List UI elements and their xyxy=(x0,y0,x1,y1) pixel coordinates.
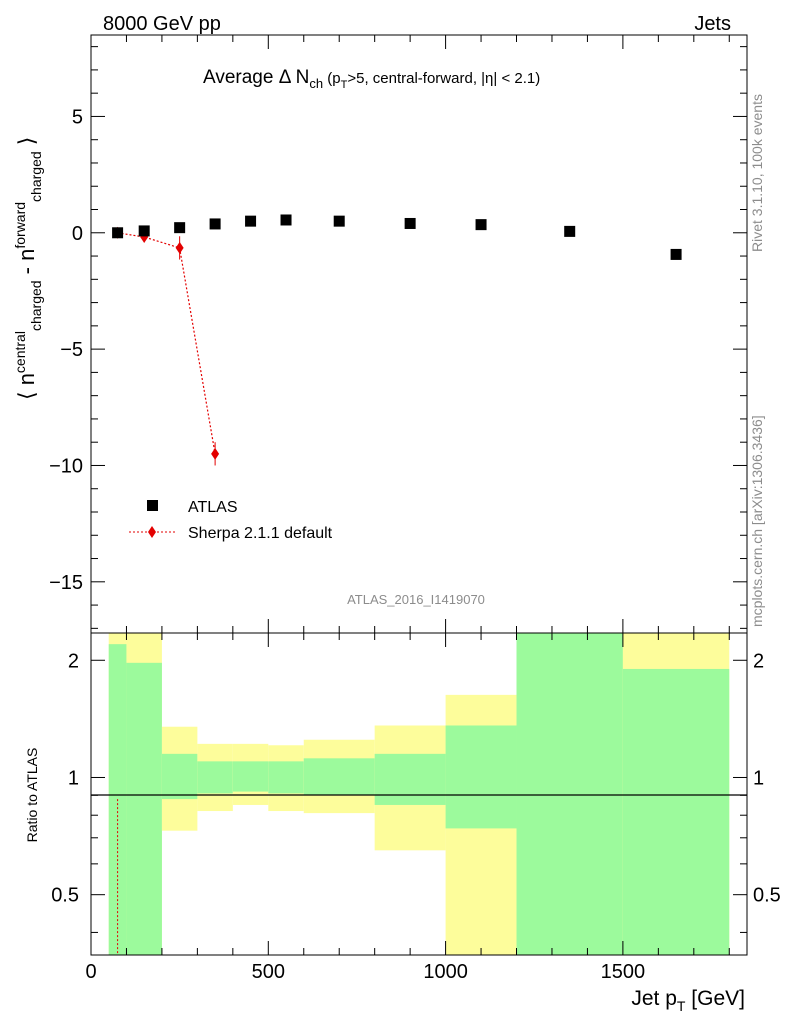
main-y-tick-label: 0 xyxy=(72,223,83,245)
atlas-point xyxy=(333,215,345,227)
ratio-y-tick-label: 0.5 xyxy=(51,885,79,907)
ratio-band-inner xyxy=(622,668,730,955)
ratio-band-inner xyxy=(268,761,304,794)
main-frame xyxy=(90,34,748,634)
legend-atlas-marker xyxy=(147,500,158,511)
main-y-tick-label: −15 xyxy=(49,572,83,594)
x-tick-label: 500 xyxy=(252,961,285,983)
ratio-frame xyxy=(90,632,748,956)
legend-sherpa-marker xyxy=(148,526,156,538)
watermark: ATLAS_2016_I1419070 xyxy=(347,592,485,607)
main-y-tick-label: 5 xyxy=(72,106,83,128)
ratio-band-inner xyxy=(232,761,269,792)
main-ticks xyxy=(90,35,747,633)
category-label: Jets xyxy=(694,13,731,35)
atlas-point xyxy=(475,219,487,231)
ylabel-minus: - n xyxy=(14,249,39,281)
ylabel-central-superscript: central xyxy=(12,331,28,373)
title-cut-rest: >5, central-forward, |η| < 2.1) xyxy=(347,70,540,87)
xlabel-unit: [GeV] xyxy=(685,987,745,1010)
rivet-label: Rivet 3.1.10, 100k events xyxy=(749,94,765,252)
ratio-y-tick-label-right: 2 xyxy=(753,650,764,672)
x-axis-label: Jet pT [GeV] xyxy=(631,987,745,1014)
mcplots-label: mcplots.cern.ch [arXiv:1306.3436] xyxy=(749,415,765,627)
series-layer xyxy=(112,214,682,466)
atlas-point xyxy=(112,227,124,239)
x-tick-label: 1000 xyxy=(423,961,468,983)
atlas-point xyxy=(245,215,257,227)
main-y-tick-labels: 5 0 −5 −10 −15 xyxy=(49,106,83,593)
ratio-y-tick-label-right: 1 xyxy=(753,767,764,789)
ratio-band-inner xyxy=(303,758,375,796)
ylabel-open: ⟨ n xyxy=(14,373,39,400)
ratio-band-inner xyxy=(126,662,162,955)
atlas-point xyxy=(564,225,576,237)
sherpa-point xyxy=(211,447,220,460)
title-t-subscript: T xyxy=(341,79,348,91)
ratio-band-inner xyxy=(445,725,517,829)
sherpa-point xyxy=(175,241,184,254)
energy-label: 8000 GeV pp xyxy=(103,13,221,35)
atlas-point xyxy=(670,248,682,260)
ratio-band-inner xyxy=(197,761,233,794)
ratio-ticks xyxy=(90,633,747,955)
ratio-tick-labels: 0.5 0.5 1 1 2 2 0 500 1000 1500 xyxy=(51,650,781,983)
sherpa-line xyxy=(117,232,216,454)
ratio-y-axis-label: Ratio to ATLAS xyxy=(24,748,40,843)
ratio-band-inner xyxy=(161,753,198,800)
title-cut-open: (p xyxy=(323,70,341,87)
x-tick-label: 1500 xyxy=(601,961,646,983)
xlabel-jet: Jet p xyxy=(631,987,677,1010)
title-ch-subscript: ch xyxy=(309,76,323,91)
main-y-tick-label: −10 xyxy=(49,455,83,477)
atlas-point xyxy=(209,218,221,230)
x-tick-label: 0 xyxy=(85,961,96,983)
main-y-tick-label: −5 xyxy=(60,339,83,361)
title-average: Average Δ N xyxy=(203,67,309,88)
ratio-y-tick-label: 1 xyxy=(68,767,79,789)
legend: ATLAS Sherpa 2.1.1 default xyxy=(129,499,333,542)
atlas-point xyxy=(280,214,292,226)
legend-sherpa-label: Sherpa 2.1.1 default xyxy=(188,525,333,542)
ylabel-charged-subscript-2: charged xyxy=(28,151,44,202)
ratio-panel: 0.5 0.5 1 1 2 2 0 500 1000 1500 Ratio to ATLAS Je… xyxy=(24,632,781,1014)
atlas-point xyxy=(138,225,150,237)
legend-atlas-label: ATLAS xyxy=(188,499,238,516)
main-panel: 5 0 −5 −10 −15 Average Δ Nch (pT>5, central-… xyxy=(12,34,748,634)
atlas-point xyxy=(404,217,416,229)
ratio-band-inner xyxy=(516,633,623,955)
ylabel-close: ⟩ xyxy=(14,137,39,152)
ratio-band-inner xyxy=(374,753,446,805)
ratio-bands xyxy=(108,633,730,955)
ylabel-forward-superscript: forward xyxy=(12,202,28,249)
y-axis-label: ⟨ ncentralcharged - nforwardcharged ⟩ xyxy=(12,137,44,400)
ratio-y-tick-label-right: 0.5 xyxy=(753,885,781,907)
ylabel-charged-subscript-1: charged xyxy=(28,280,44,331)
xlabel-t-subscript: T xyxy=(677,998,686,1014)
chart-title: Average Δ Nch (pT>5, central-forward, |η… xyxy=(203,67,540,91)
ratio-y-tick-label: 2 xyxy=(68,650,79,672)
atlas-point xyxy=(174,222,186,234)
